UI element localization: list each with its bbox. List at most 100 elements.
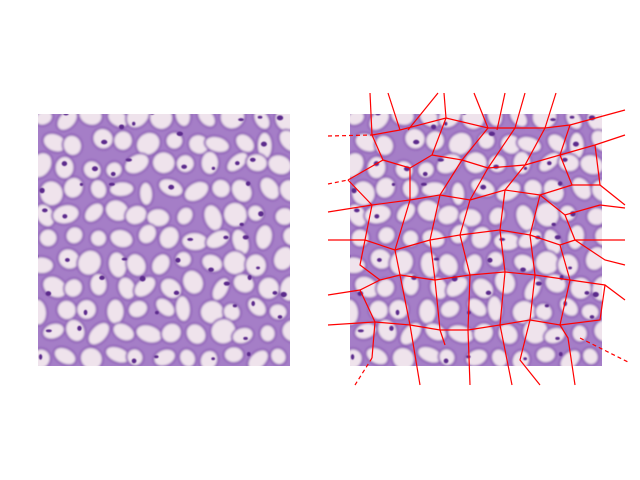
nucleus: [558, 351, 563, 357]
nucleus: [168, 184, 175, 190]
nucleus: [499, 237, 506, 241]
cell: [83, 201, 105, 224]
nucleus: [487, 257, 493, 263]
nucleus: [544, 304, 550, 308]
nucleus: [110, 171, 116, 177]
nucleus: [443, 358, 449, 364]
nucleus: [256, 266, 261, 270]
nucleus: [65, 257, 70, 262]
nucleus: [437, 158, 444, 162]
nucleus: [62, 214, 68, 219]
cell: [125, 252, 148, 278]
nucleus: [572, 141, 579, 147]
nucleus: [350, 354, 355, 360]
nucleus: [238, 118, 244, 122]
nucleus: [411, 275, 417, 280]
nucleus: [249, 157, 256, 162]
nucleus: [523, 357, 528, 361]
original-tissue-image: [38, 114, 290, 366]
nucleus: [235, 161, 240, 166]
nucleus: [351, 187, 357, 194]
nucleus: [420, 182, 427, 186]
cell: [269, 346, 288, 366]
nucleus: [488, 131, 495, 136]
nucleus: [91, 166, 98, 172]
nucleus: [118, 124, 125, 130]
cell: [64, 317, 87, 343]
cell: [134, 130, 162, 157]
cell: [91, 126, 115, 151]
nucleus: [373, 161, 380, 167]
nucleus: [223, 235, 229, 240]
cell: [78, 346, 104, 366]
cell: [157, 225, 181, 251]
cell: [450, 180, 467, 207]
nucleus: [569, 115, 575, 119]
nucleus: [277, 315, 283, 319]
cell: [230, 325, 255, 346]
nucleus: [176, 131, 183, 136]
cell: [125, 114, 152, 130]
voronoi-tissue-image: [350, 114, 602, 366]
nucleus: [108, 182, 115, 186]
nucleus: [444, 121, 448, 126]
voronoi-tissue-panel: [350, 114, 602, 366]
nucleus: [63, 114, 69, 116]
cell: [62, 175, 85, 200]
cell: [568, 275, 593, 301]
nucleus: [523, 166, 528, 170]
nucleus: [239, 222, 244, 227]
cell: [104, 160, 124, 180]
cell: [52, 345, 78, 366]
cell: [174, 294, 192, 323]
cell: [254, 223, 274, 251]
nucleus: [211, 357, 216, 361]
nucleus: [462, 114, 467, 115]
nucleus: [561, 157, 568, 162]
nucleus: [280, 291, 287, 298]
cell: [38, 114, 54, 127]
nucleus: [61, 161, 68, 167]
cell: [76, 248, 103, 277]
cell: [273, 206, 290, 227]
cell: [256, 275, 281, 301]
cell: [38, 297, 49, 327]
nucleus: [584, 291, 590, 295]
nucleus: [403, 166, 410, 172]
cell: [173, 114, 192, 128]
cell: [62, 277, 84, 299]
nucleus: [413, 139, 420, 145]
cell: [277, 128, 290, 154]
cell: [198, 348, 220, 366]
nucleus: [554, 235, 561, 240]
cell: [112, 129, 134, 152]
cell: [200, 252, 224, 274]
cell: [105, 297, 126, 326]
nucleus: [272, 291, 278, 295]
cell: [159, 321, 183, 345]
nucleus: [45, 329, 52, 333]
cell: [234, 132, 256, 154]
cell: [258, 175, 281, 202]
nucleus: [257, 115, 263, 119]
nucleus: [175, 257, 181, 263]
nucleus: [79, 182, 84, 186]
nucleus: [451, 275, 458, 282]
cell: [272, 245, 290, 272]
nucleus: [211, 166, 216, 170]
cell: [182, 179, 211, 203]
nucleus: [247, 275, 252, 281]
cell: [174, 250, 193, 269]
cell: [88, 272, 109, 298]
cell: [218, 114, 247, 131]
nucleus: [251, 301, 256, 307]
cell: [401, 228, 421, 248]
nucleus: [568, 266, 573, 270]
cell: [511, 149, 533, 176]
cell: [86, 321, 112, 347]
nucleus: [354, 208, 360, 213]
nucleus: [276, 115, 284, 121]
cell: [75, 298, 98, 321]
cell: [164, 130, 185, 151]
nucleus: [223, 281, 230, 286]
